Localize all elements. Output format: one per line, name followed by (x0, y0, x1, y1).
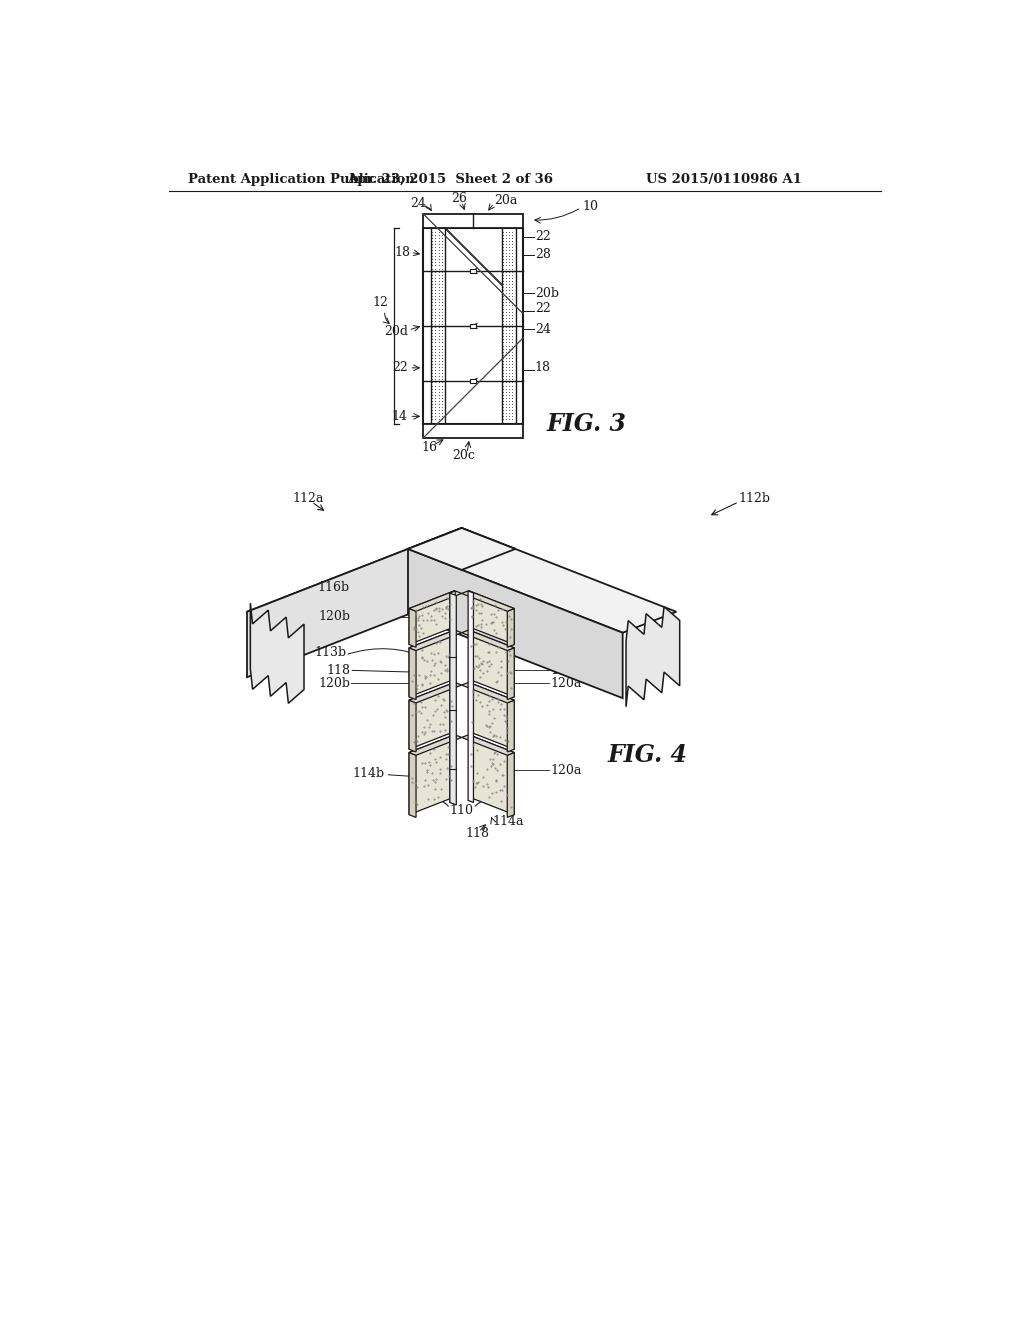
Polygon shape (462, 682, 514, 702)
Text: 112b: 112b (739, 492, 771, 506)
Text: 20c: 20c (452, 449, 475, 462)
Text: 116a: 116a (550, 573, 582, 586)
Polygon shape (469, 735, 514, 814)
Polygon shape (469, 682, 514, 750)
Polygon shape (247, 528, 462, 677)
Text: 22: 22 (535, 302, 551, 315)
Bar (423, 228, 431, 424)
Text: 114a: 114a (493, 816, 524, 829)
Text: FIG. 4: FIG. 4 (608, 743, 688, 767)
Polygon shape (462, 591, 514, 611)
Polygon shape (409, 591, 462, 611)
Polygon shape (409, 682, 462, 702)
Text: 28: 28 (535, 248, 551, 261)
Text: 118: 118 (550, 664, 574, 677)
Text: 16: 16 (421, 441, 437, 454)
Polygon shape (469, 591, 514, 644)
Text: 26: 26 (452, 191, 467, 205)
Bar (470, 379, 476, 383)
Polygon shape (507, 700, 514, 752)
Polygon shape (462, 630, 514, 651)
Bar (444, 228, 502, 424)
Polygon shape (409, 630, 462, 651)
Bar (423, 228, 523, 424)
Bar (470, 323, 476, 329)
Text: 22: 22 (392, 362, 408, 375)
Text: 12: 12 (373, 296, 389, 309)
Polygon shape (408, 528, 676, 632)
Polygon shape (626, 607, 680, 706)
Text: 20d: 20d (384, 325, 408, 338)
Text: 113a: 113a (554, 648, 586, 661)
Bar (515, 228, 523, 424)
Polygon shape (468, 591, 473, 803)
Polygon shape (409, 609, 416, 647)
Text: 20a: 20a (494, 194, 517, 207)
Polygon shape (409, 630, 455, 697)
Text: 120a: 120a (550, 677, 582, 690)
Polygon shape (409, 700, 416, 752)
Text: 24: 24 (535, 323, 551, 335)
Text: 120b: 120b (318, 610, 350, 623)
Polygon shape (409, 682, 455, 750)
Polygon shape (409, 735, 455, 814)
Polygon shape (462, 735, 514, 755)
Polygon shape (469, 630, 514, 697)
Text: 120b: 120b (318, 677, 350, 690)
Polygon shape (507, 609, 514, 647)
Text: 14: 14 (392, 409, 408, 422)
Bar (470, 268, 476, 273)
Text: 118: 118 (550, 620, 574, 634)
Polygon shape (450, 591, 456, 803)
Text: 112a: 112a (292, 492, 324, 506)
Text: 113b: 113b (314, 645, 346, 659)
Polygon shape (408, 528, 515, 570)
Polygon shape (450, 593, 457, 805)
Text: 118: 118 (326, 664, 350, 677)
Polygon shape (507, 648, 514, 700)
Text: 10: 10 (583, 199, 599, 213)
Polygon shape (507, 752, 514, 817)
Text: 120a: 120a (550, 763, 582, 776)
Text: Patent Application Publication: Patent Application Publication (188, 173, 415, 186)
Polygon shape (247, 528, 515, 632)
Polygon shape (409, 591, 455, 644)
Polygon shape (409, 752, 416, 817)
Text: 116b: 116b (317, 581, 350, 594)
Text: 24: 24 (411, 197, 426, 210)
Text: 110: 110 (450, 804, 474, 817)
Text: 120a: 120a (550, 606, 582, 619)
Polygon shape (408, 549, 623, 698)
Text: 114b: 114b (352, 767, 385, 780)
Text: 18: 18 (394, 246, 410, 259)
Polygon shape (409, 648, 416, 700)
Text: US 2015/0110986 A1: US 2015/0110986 A1 (646, 173, 803, 186)
Text: 118: 118 (465, 828, 489, 840)
Text: 18: 18 (535, 362, 551, 375)
Text: 22: 22 (535, 231, 551, 243)
Bar (423, 214, 523, 227)
Text: FIG. 3: FIG. 3 (547, 412, 627, 436)
Bar (423, 424, 523, 438)
Text: Apr. 23, 2015  Sheet 2 of 36: Apr. 23, 2015 Sheet 2 of 36 (347, 173, 553, 186)
Polygon shape (250, 603, 304, 704)
Polygon shape (409, 735, 462, 755)
Text: 20b: 20b (535, 286, 559, 300)
